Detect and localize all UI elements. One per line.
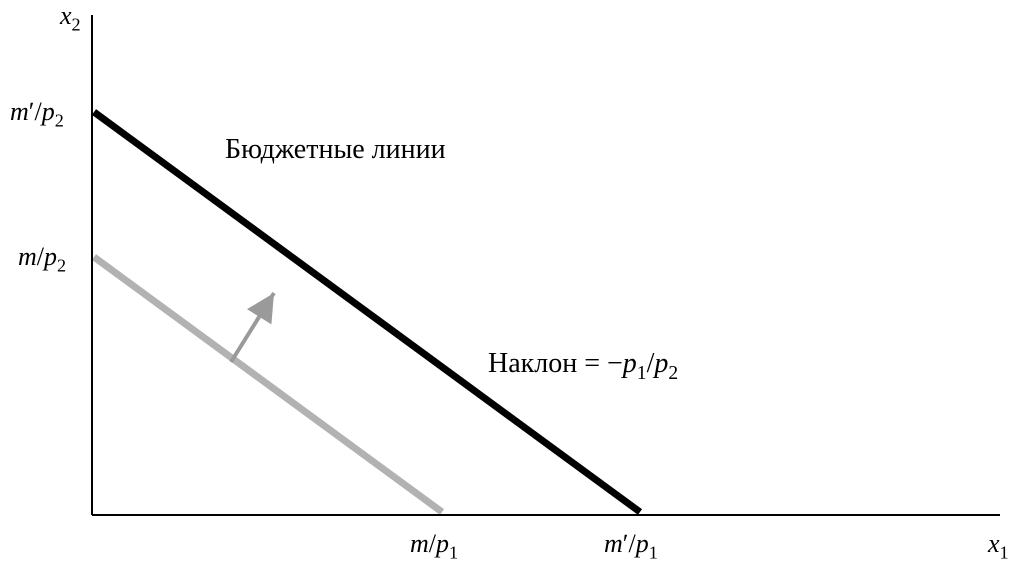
x-intercept-outer: mʹ/p1 — [604, 529, 658, 563]
shift-arrow-icon — [231, 293, 274, 362]
slope-label: Наклон = −p1/p2 — [488, 348, 678, 384]
x-axis-label: x1 — [987, 529, 1009, 563]
budget-line-inner — [94, 257, 442, 512]
y-intercept-inner: m/p2 — [18, 242, 66, 276]
x-intercept-inner: m/p1 — [410, 529, 458, 563]
budget-line-outer — [94, 112, 640, 512]
budget-lines-title: Бюджетные линии — [225, 134, 446, 165]
y-intercept-outer: mʹ/p2 — [10, 97, 64, 131]
y-axis-label: x2 — [59, 1, 81, 35]
